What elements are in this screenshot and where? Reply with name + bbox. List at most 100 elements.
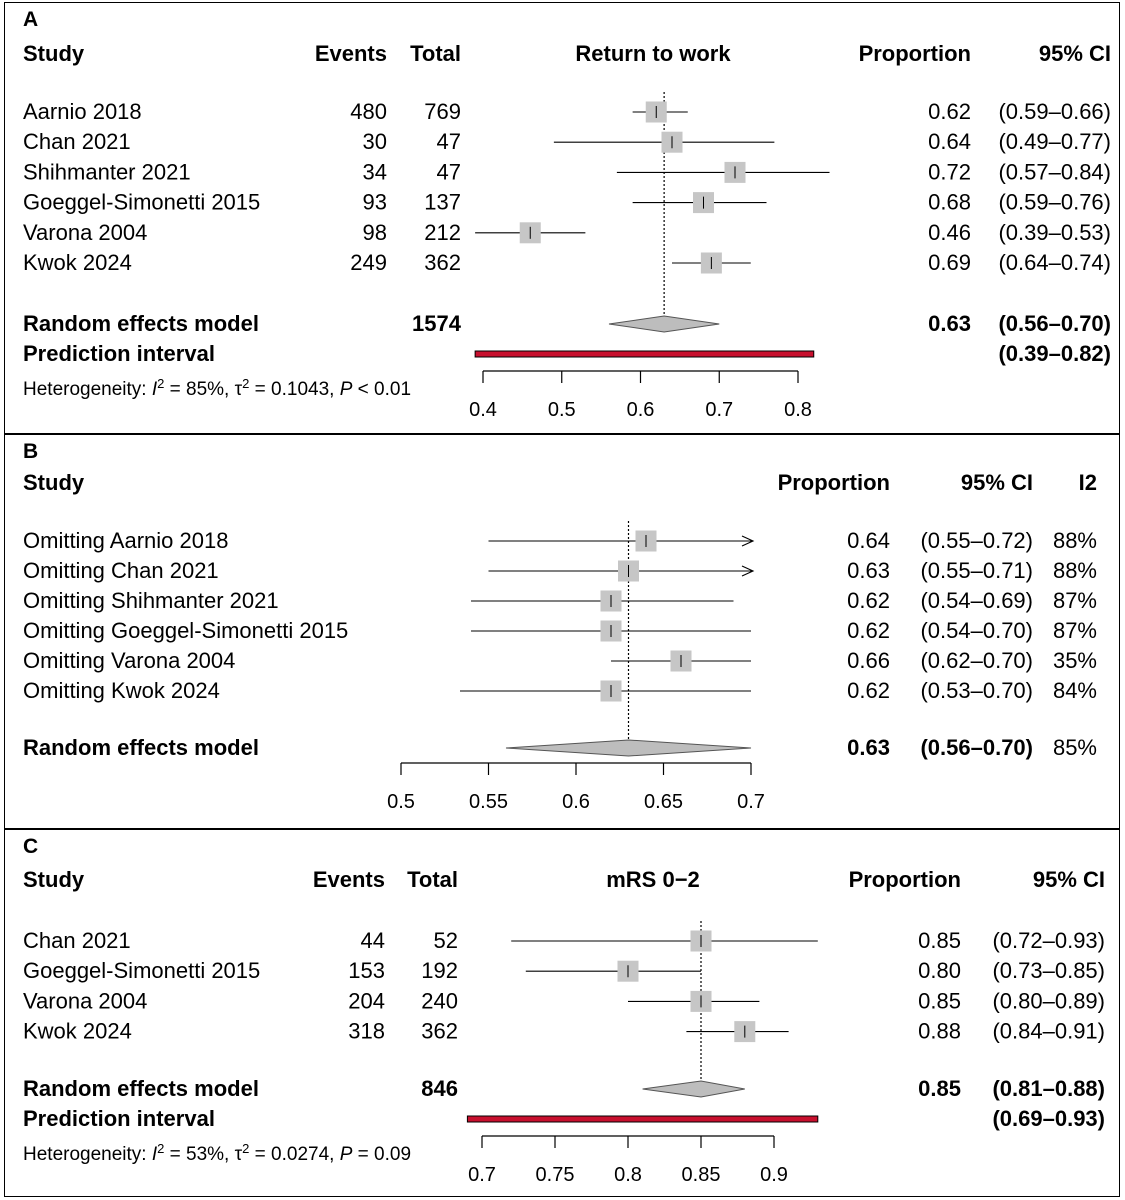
header-ci: 95% CI <box>961 470 1033 495</box>
study-i2: 88% <box>1053 528 1097 553</box>
x-axis-tick-label: 0.5 <box>387 791 415 813</box>
study-proportion: 0.64 <box>928 129 971 154</box>
heterogeneity-p-val: < 0.01 <box>352 379 411 400</box>
study-total: 47 <box>437 129 461 154</box>
study-ci: (0.59–0.76) <box>998 190 1111 215</box>
study-proportion: 0.88 <box>918 1019 961 1044</box>
study-name: Omitting Shihmanter 2021 <box>23 588 279 613</box>
heterogeneity-i2-val: = 85%, <box>164 379 234 400</box>
study-i2: 84% <box>1053 678 1097 703</box>
study-ci: (0.80–0.89) <box>992 988 1105 1013</box>
study-proportion: 0.64 <box>847 528 890 553</box>
header-proportion: Proportion <box>859 41 971 66</box>
study-events: 34 <box>363 159 387 184</box>
study-ci: (0.53–0.70) <box>920 678 1033 703</box>
study-total: 52 <box>434 928 458 953</box>
x-axis-tick-label: 0.9 <box>760 1164 788 1186</box>
study-ci: (0.64–0.74) <box>998 250 1111 275</box>
forest-plot-b: B Study Proportion 95% CI I2 Omitting Aarnio … <box>23 440 1097 813</box>
study-ci: (0.55–0.72) <box>920 528 1033 553</box>
header-study: Study <box>23 41 85 66</box>
study-name: Omitting Kwok 2024 <box>23 678 220 703</box>
header-events: Events <box>315 41 387 66</box>
heterogeneity-i2-sym: I <box>152 379 158 400</box>
forest-plot-c: C Study Events Total mRS 0−2 Proportion 95% CI… <box>23 835 1105 1186</box>
study-ci: (0.84–0.91) <box>992 1019 1105 1044</box>
x-axis-tick-label: 0.7 <box>705 399 733 421</box>
study-proportion: 0.63 <box>847 558 890 583</box>
study-total: 192 <box>421 958 458 983</box>
header-ci: 95% CI <box>1033 867 1105 892</box>
x-axis-tick-label: 0.55 <box>469 791 508 813</box>
study-events: 44 <box>361 928 385 953</box>
study-proportion: 0.68 <box>928 190 971 215</box>
prediction-interval-bar <box>466 1115 819 1123</box>
study-i2: 87% <box>1053 618 1097 643</box>
pooled-ci: (0.56–0.70) <box>998 311 1111 336</box>
header-ci: 95% CI <box>1039 41 1111 66</box>
study-proportion: 0.62 <box>847 588 890 613</box>
heterogeneity-tau-val: = 0.0274, <box>249 1144 339 1165</box>
heterogeneity-i2-val: = 53%, <box>164 1144 234 1165</box>
pooled-ci: (0.56–0.70) <box>920 735 1033 760</box>
pooled-label: Random effects model <box>23 735 259 760</box>
forest-plot-a: A Study Events Total Return to work Proportio… <box>23 8 1111 421</box>
header-total: Total <box>407 867 458 892</box>
x-axis-tick-label: 0.65 <box>644 791 683 813</box>
x-axis-tick-label: 0.7 <box>468 1164 496 1186</box>
header-events: Events <box>313 867 385 892</box>
pooled-label: Random effects model <box>23 1076 259 1101</box>
pooled-label: Random effects model <box>23 311 259 336</box>
x-axis-tick-label: 0.4 <box>469 399 497 421</box>
prediction-label: Prediction interval <box>23 341 215 366</box>
x-axis-tick-label: 0.7 <box>737 791 765 813</box>
study-total: 47 <box>437 159 461 184</box>
heterogeneity-sup: 2 <box>157 376 164 391</box>
study-name: Chan 2021 <box>23 928 131 953</box>
study-events: 93 <box>363 190 387 215</box>
heterogeneity-prefix: Heterogeneity: <box>23 1144 152 1165</box>
panel-label: B <box>23 440 38 463</box>
study-name: Omitting Chan 2021 <box>23 558 219 583</box>
study-proportion: 0.62 <box>847 618 890 643</box>
panel-a-return-to-work: A Study Events Total Return to work Proportio… <box>4 2 1120 434</box>
heterogeneity-p-sym: P <box>340 1144 353 1165</box>
header-proportion: Proportion <box>849 867 961 892</box>
study-proportion: 0.85 <box>918 928 961 953</box>
header-study: Study <box>23 470 85 495</box>
ci-arrow <box>741 535 755 547</box>
heterogeneity-tau-sym: τ <box>235 1144 243 1165</box>
study-name: Goeggel-Simonetti 2015 <box>23 190 260 215</box>
header-proportion: Proportion <box>778 470 890 495</box>
study-total: 212 <box>424 220 461 245</box>
pooled-diamond <box>608 315 720 333</box>
heterogeneity-prefix: Heterogeneity: <box>23 379 152 400</box>
pooled-diamond <box>505 739 752 757</box>
study-i2: 87% <box>1053 588 1097 613</box>
x-axis-tick-label: 0.85 <box>682 1164 721 1186</box>
header-total: Total <box>410 41 461 66</box>
study-ci: (0.73–0.85) <box>992 958 1105 983</box>
pooled-ci: (0.81–0.88) <box>992 1076 1105 1101</box>
study-name: Kwok 2024 <box>23 250 132 275</box>
study-proportion: 0.69 <box>928 250 971 275</box>
heterogeneity-text: Heterogeneity: I2 = 85%, τ2 = 0.1043, P … <box>23 376 411 401</box>
study-name: Shihmanter 2021 <box>23 159 191 184</box>
header-study: Study <box>23 867 85 892</box>
heterogeneity-sup: 2 <box>242 1141 249 1156</box>
study-ci: (0.62–0.70) <box>920 648 1033 673</box>
study-ci: (0.49–0.77) <box>998 129 1111 154</box>
heterogeneity-text: Heterogeneity: I2 = 53%, τ2 = 0.0274, P … <box>23 1141 411 1166</box>
prediction-interval-bar <box>474 350 815 358</box>
study-name: Omitting Goeggel-Simonetti 2015 <box>23 618 348 643</box>
study-proportion: 0.80 <box>918 958 961 983</box>
study-name: Varona 2004 <box>23 988 147 1013</box>
study-i2: 35% <box>1053 648 1097 673</box>
heterogeneity-sup: 2 <box>242 376 249 391</box>
study-i2: 88% <box>1053 558 1097 583</box>
study-ci: (0.54–0.69) <box>920 588 1033 613</box>
study-total: 769 <box>424 99 461 124</box>
study-total: 362 <box>424 250 461 275</box>
pooled-proportion: 0.85 <box>918 1076 961 1101</box>
study-ci: (0.39–0.53) <box>998 220 1111 245</box>
